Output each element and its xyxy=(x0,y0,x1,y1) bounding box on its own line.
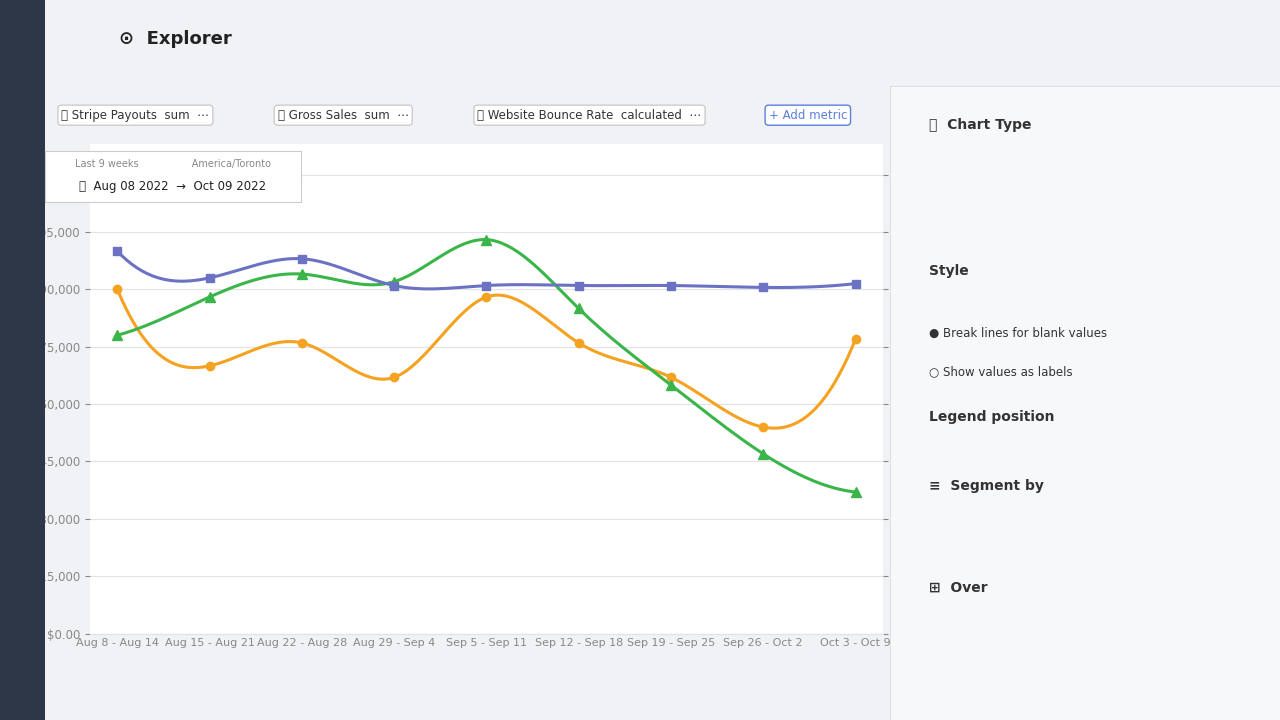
Text: Style: Style xyxy=(928,264,969,278)
Text: ⬛  Chart Type: ⬛ Chart Type xyxy=(928,118,1032,132)
Text: ● Break lines for blank values: ● Break lines for blank values xyxy=(928,327,1107,340)
Text: 💲 Gross Sales  sum  ⋯: 💲 Gross Sales sum ⋯ xyxy=(278,109,408,122)
Text: 🗓  Aug 08 2022  →  Oct 09 2022: 🗓 Aug 08 2022 → Oct 09 2022 xyxy=(79,180,266,193)
Text: ≡  Segment by: ≡ Segment by xyxy=(928,480,1043,493)
Text: + Add metric: + Add metric xyxy=(769,109,847,122)
Text: ⊞  Over: ⊞ Over xyxy=(928,580,987,595)
Text: 📊 Website Bounce Rate  calculated  ⋯: 📊 Website Bounce Rate calculated ⋯ xyxy=(477,109,701,122)
Text: Last 9 weeks                 America/Toronto: Last 9 weeks America/Toronto xyxy=(74,159,271,168)
Text: 💲 Stripe Payouts  sum  ⋯: 💲 Stripe Payouts sum ⋯ xyxy=(61,109,210,122)
Text: Legend position: Legend position xyxy=(928,410,1055,423)
Text: ○ Show values as labels: ○ Show values as labels xyxy=(928,365,1073,378)
Text: ⊙  Explorer: ⊙ Explorer xyxy=(119,30,232,48)
